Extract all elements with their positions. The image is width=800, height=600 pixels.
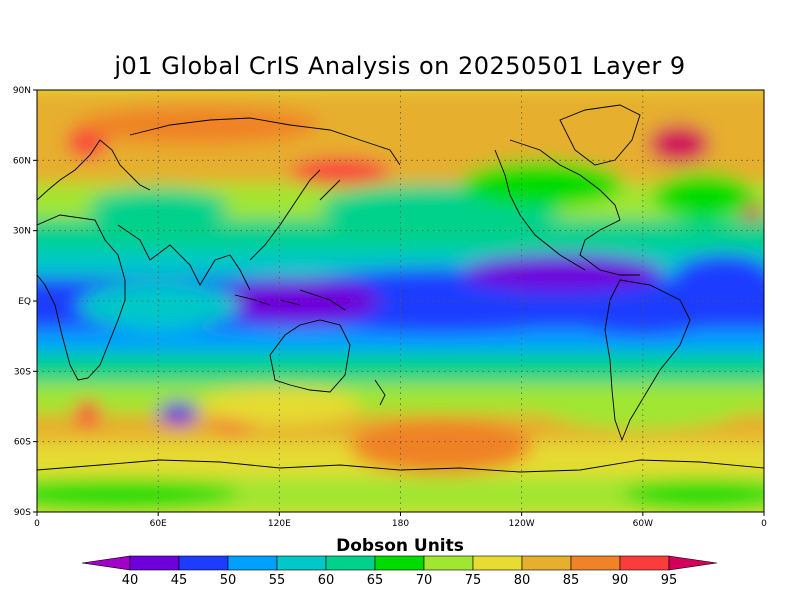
field-blob: [75, 399, 100, 428]
coast-north-america-west: [494, 149, 586, 271]
field-blob: [461, 160, 623, 208]
lon-tick-label: 120W: [509, 519, 535, 529]
field-band: [37, 352, 764, 384]
coast-east-asia: [249, 169, 321, 261]
coast-new-zealand: [374, 379, 386, 406]
colorbar-label: 95: [661, 573, 678, 588]
lat-tick-label: 30S: [14, 367, 31, 377]
field-blob: [400, 113, 643, 151]
coastlines: [37, 104, 764, 473]
lat-tick-label: 30N: [13, 227, 31, 237]
colorbar-segment: [325, 555, 376, 571]
colorbar-segment: [521, 555, 572, 571]
coast-japan: [319, 179, 341, 201]
field-blob: [541, 383, 744, 430]
field-blob: [37, 479, 239, 508]
lon-axis: 0 60E 120E 180 120W 60W 0: [34, 512, 767, 529]
lat-tick-label: 60N: [13, 156, 31, 166]
colorbar-arrow-high: [668, 555, 718, 571]
lat-tick-label: EQ: [18, 297, 31, 307]
coast-asia-south: [117, 224, 251, 291]
lon-tick-label: 60E: [150, 519, 167, 529]
coast-antarctica: [37, 459, 764, 473]
lon-tick-label: 0: [761, 519, 767, 529]
colorbar-segment: [374, 555, 425, 571]
field-blob: [87, 188, 229, 226]
colorbar-label: 85: [563, 573, 580, 588]
grid-lines: [37, 90, 764, 512]
lon-tick-label: 180: [392, 519, 409, 529]
field-blob: [562, 289, 724, 337]
colorbar-segment: [276, 555, 327, 571]
field-blob: [350, 418, 532, 475]
field-blob: [673, 254, 764, 301]
colorbar-label: 65: [367, 573, 384, 588]
colorbar-segment: [472, 555, 523, 571]
colorbar-label: 45: [171, 573, 188, 588]
lon-tick-label: 0: [34, 519, 40, 529]
colorbar-label: 90: [612, 573, 629, 588]
colorbar: 40 45 50 55 60 65 70 75 80 85 90 95: [81, 555, 718, 588]
colorbar-label: 75: [465, 573, 482, 588]
field-band: [37, 329, 764, 353]
coast-africa: [37, 214, 126, 381]
coast-greenland: [559, 104, 641, 166]
colorbar-label: 50: [220, 573, 237, 588]
colorbar-segment: [423, 555, 474, 571]
lon-tick-label: 60W: [633, 519, 653, 529]
colorbar-segment: [129, 555, 180, 571]
coast-indonesia: [234, 289, 346, 311]
coast-asia-north: [129, 117, 401, 166]
field-blob: [652, 172, 754, 219]
map-title: j01 Global CrIS Analysis on 20250501 Lay…: [114, 52, 686, 80]
lat-tick-label: 60S: [14, 438, 31, 448]
coast-north-america: [509, 139, 640, 276]
colorbar-segment: [570, 555, 621, 571]
colorbar-label: 80: [514, 573, 531, 588]
colorbar-label: 60: [318, 573, 335, 588]
colorbar-label: 70: [416, 573, 433, 588]
lat-axis: 90N 60N 30N EQ 30S 60S 90S: [13, 86, 37, 518]
field-blob: [622, 479, 764, 508]
lat-tick-label: 90S: [14, 508, 31, 518]
colorbar-segment: [227, 555, 278, 571]
units-label: Dobson Units: [336, 536, 464, 556]
colorbar-segment: [178, 555, 229, 571]
coast-australia: [269, 319, 351, 393]
field-blob: [158, 401, 199, 426]
field-blob: [648, 125, 710, 163]
colorbar-segment: [619, 555, 670, 571]
field-blob: [218, 277, 381, 325]
field-blob: [289, 157, 391, 187]
coast-south-america: [604, 279, 691, 442]
lon-tick-label: 120E: [268, 519, 291, 529]
field-blob: [77, 106, 320, 144]
colorbar-label: 40: [122, 573, 139, 588]
field-blob: [461, 254, 664, 292]
coast-europe: [37, 139, 151, 201]
colorbar-arrow-low: [81, 555, 131, 571]
colorbar-label: 55: [269, 573, 286, 588]
field-blob: [198, 387, 361, 426]
lat-tick-label: 90N: [13, 86, 31, 96]
